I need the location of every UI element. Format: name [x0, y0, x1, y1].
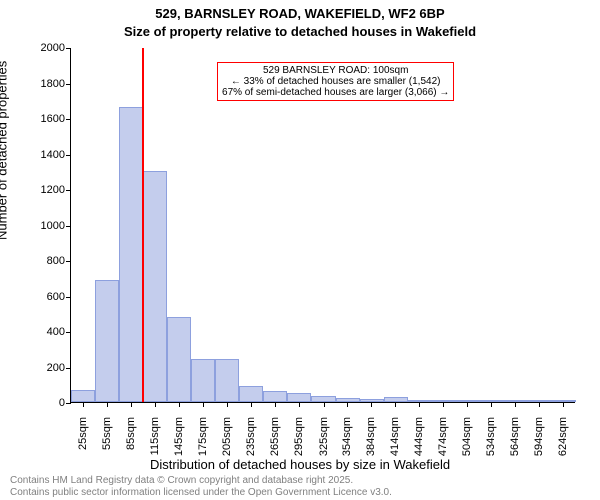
- x-tick: [539, 402, 540, 407]
- x-tick: [419, 402, 420, 407]
- callout-line1: 529 BARNSLEY ROAD: 100sqm: [222, 65, 449, 76]
- histogram-bar: [119, 107, 143, 402]
- y-tick: [66, 48, 71, 49]
- histogram-bar: [239, 386, 263, 402]
- x-tick: [563, 402, 564, 407]
- y-axis-label: Number of detached properties: [0, 61, 10, 240]
- title-line2: Size of property relative to detached ho…: [0, 24, 600, 39]
- histogram-bar: [95, 280, 119, 402]
- callout-box: 529 BARNSLEY ROAD: 100sqm← 33% of detach…: [217, 62, 454, 101]
- y-tick-label: 600: [47, 291, 65, 303]
- x-tick: [395, 402, 396, 407]
- y-tick: [66, 119, 71, 120]
- histogram-bar: [263, 391, 287, 402]
- x-tick: [107, 402, 108, 407]
- y-tick: [66, 332, 71, 333]
- y-tick-label: 0: [59, 397, 65, 409]
- x-tick: [155, 402, 156, 407]
- x-tick: [179, 402, 180, 407]
- marker-line: [142, 48, 144, 402]
- x-tick: [251, 402, 252, 407]
- y-tick-label: 800: [47, 255, 65, 267]
- x-tick: [515, 402, 516, 407]
- x-tick: [491, 402, 492, 407]
- histogram-bar: [143, 171, 167, 402]
- y-tick-label: 2000: [41, 42, 65, 54]
- title-line1: 529, BARNSLEY ROAD, WAKEFIELD, WF2 6BP: [0, 6, 600, 21]
- y-tick: [66, 261, 71, 262]
- y-tick-label: 1800: [41, 78, 65, 90]
- y-tick-label: 1600: [41, 113, 65, 125]
- x-tick: [467, 402, 468, 407]
- y-tick: [66, 403, 71, 404]
- y-tick: [66, 226, 71, 227]
- histogram-bar: [215, 359, 239, 402]
- y-tick-label: 200: [47, 362, 65, 374]
- x-tick: [83, 402, 84, 407]
- footer-line1: Contains HM Land Registry data © Crown c…: [10, 475, 353, 486]
- x-tick: [324, 402, 325, 407]
- histogram-bar: [71, 390, 95, 402]
- x-tick: [347, 402, 348, 407]
- y-tick-label: 1200: [41, 184, 65, 196]
- y-tick-label: 1400: [41, 149, 65, 161]
- y-tick: [66, 190, 71, 191]
- x-tick: [443, 402, 444, 407]
- x-tick: [131, 402, 132, 407]
- callout-line3: 67% of semi-detached houses are larger (…: [222, 87, 449, 98]
- y-tick-label: 400: [47, 326, 65, 338]
- callout-line2: ← 33% of detached houses are smaller (1,…: [222, 76, 449, 87]
- chart-page: 529, BARNSLEY ROAD, WAKEFIELD, WF2 6BP S…: [0, 0, 600, 500]
- y-tick: [66, 368, 71, 369]
- histogram-bar: [287, 393, 311, 402]
- y-tick: [66, 297, 71, 298]
- x-tick: [203, 402, 204, 407]
- x-axis-label: Distribution of detached houses by size …: [0, 457, 600, 472]
- x-tick: [227, 402, 228, 407]
- y-tick-label: 1000: [41, 220, 65, 232]
- footer-line2: Contains public sector information licen…: [10, 487, 392, 498]
- plot-area: 020040060080010001200140016001800200025s…: [70, 48, 575, 403]
- y-tick: [66, 155, 71, 156]
- x-tick: [371, 402, 372, 407]
- histogram-bar: [191, 359, 215, 402]
- x-tick: [275, 402, 276, 407]
- histogram-bar: [167, 317, 191, 402]
- y-tick: [66, 84, 71, 85]
- x-tick: [299, 402, 300, 407]
